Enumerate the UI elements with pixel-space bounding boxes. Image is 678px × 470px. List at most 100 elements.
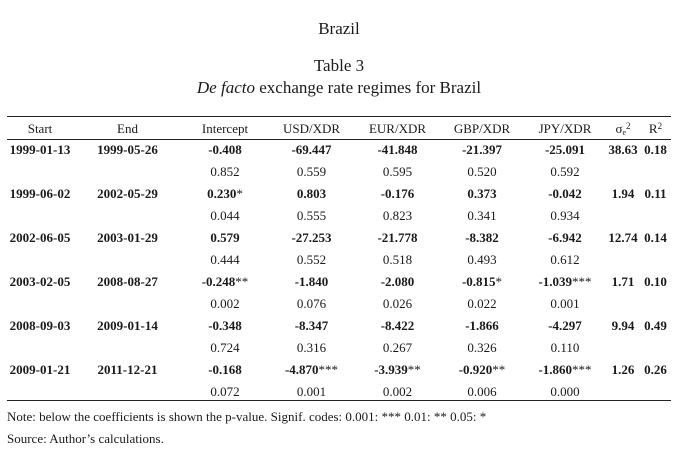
coef-value: -1.860 (538, 362, 573, 377)
coefficient-row: 2003-02-05 2008-08-27 -0.248** -1.840 -2.080… (7, 271, 671, 293)
header-sigma-squared: σe2 (615, 120, 631, 137)
p-value-row: 0.044 0.555 0.823 0.341 0.934 (7, 205, 671, 227)
coef-value: -25.091 (544, 142, 586, 157)
coef-value: -4.297 (548, 318, 582, 333)
table-note: Note: below the coefficients is shown th… (7, 409, 487, 424)
pvalue-gbp-xdr: 0.520 (467, 164, 497, 179)
pvalue-usd-xdr: 0.555 (296, 208, 327, 223)
pvalue-eur-xdr: 0.267 (382, 340, 413, 355)
pvalue-eur-xdr: 0.823 (382, 208, 413, 223)
sigma-squared-value: 1.26 (611, 362, 635, 377)
p-value-row: 0.724 0.316 0.267 0.326 0.110 (7, 337, 671, 359)
coef-value: -1.840 (294, 274, 329, 289)
empty-cell (73, 381, 182, 403)
coef-gbp-xdr: -21.397 (440, 139, 524, 161)
pvalue-usd-xdr: 0.001 (296, 384, 327, 399)
start-date: 2003-02-05 (9, 274, 71, 289)
empty-cell (640, 161, 671, 183)
empty-cell (7, 249, 73, 271)
r-squared-value: 0.14 (644, 230, 667, 245)
coefficient-row: 1999-01-13 1999-05-26 -0.408 -69.447 -41.848… (7, 139, 671, 161)
coef-value: -1.866 (465, 318, 499, 333)
coef-gbp-xdr: -8.382 (440, 227, 524, 249)
caption-italic: De facto (196, 78, 255, 97)
coef-value: -21.778 (377, 230, 418, 245)
coef-usd-xdr: -27.253 (268, 227, 355, 249)
significance-stars: *** (572, 362, 592, 377)
coef-gbp-xdr: -0.920** (440, 359, 524, 381)
sigma-squared-value: 1.94 (611, 186, 635, 201)
coef-value: -41.848 (377, 142, 418, 157)
start-date: 2009-01-21 (9, 362, 71, 377)
header-usd-xdr: USD/XDR (282, 120, 341, 136)
coef-value: -0.815 (461, 274, 496, 289)
pvalue-jpy-xdr: 0.000 (550, 384, 580, 399)
coef-value: -3.939 (374, 362, 408, 377)
pvalue-usd-xdr: 0.552 (296, 252, 327, 267)
coef-value: 0.803 (296, 186, 327, 201)
pvalue-intercept: 0.002 (210, 296, 240, 311)
sigma-squared-value: 9.94 (611, 318, 635, 333)
empty-cell (606, 381, 640, 403)
coef-jpy-xdr: -6.942 (524, 227, 606, 249)
pvalue-jpy-xdr: 0.001 (550, 296, 580, 311)
coef-value: -0.348 (208, 318, 242, 333)
pvalue-eur-xdr: 0.002 (382, 384, 413, 399)
empty-cell (7, 381, 73, 403)
end-date: 2008-08-27 (97, 274, 158, 289)
empty-cell (606, 337, 640, 359)
regimes-table: Start End Intercept USD/XDR EUR/XDR GBP/… (7, 118, 671, 403)
coef-value: -2.080 (380, 274, 415, 289)
header-intercept: Intercept (201, 120, 249, 136)
coef-intercept: -0.168 (182, 359, 268, 381)
empty-cell (7, 337, 73, 359)
pvalue-eur-xdr: 0.518 (382, 252, 413, 267)
pvalue-eur-xdr: 0.595 (382, 164, 413, 179)
significance-stars: *** (572, 274, 592, 289)
pvalue-gbp-xdr: 0.006 (467, 384, 497, 399)
significance-stars: ** (235, 274, 249, 289)
start-date: 2008-09-03 (9, 318, 71, 333)
empty-cell (640, 381, 671, 403)
empty-cell (606, 161, 640, 183)
coef-gbp-xdr: -1.866 (440, 315, 524, 337)
empty-cell (606, 293, 640, 315)
p-value-row: 0.072 0.001 0.002 0.006 0.000 (7, 381, 671, 403)
pvalue-jpy-xdr: 0.612 (550, 252, 580, 267)
significance-stars: * (236, 186, 243, 201)
significance-stars: * (495, 274, 503, 289)
empty-cell (73, 205, 182, 227)
end-date: 2009-01-14 (97, 318, 158, 333)
end-date: 2011-12-21 (97, 362, 158, 377)
coef-gbp-xdr: -0.815* (440, 271, 524, 293)
header-gbp-xdr: GBP/XDR (453, 120, 511, 136)
coef-value: -0.176 (380, 186, 415, 201)
table-source: Source: Author’s calculations. (7, 431, 164, 446)
coef-value: 0.579 (210, 230, 240, 245)
pvalue-usd-xdr: 0.559 (296, 164, 327, 179)
coef-value: -0.248 (201, 274, 236, 289)
coef-value: -21.397 (461, 142, 503, 157)
table-top-rule (7, 116, 671, 117)
r-squared-value: 0.18 (644, 142, 667, 157)
header-end: End (117, 120, 138, 136)
empty-cell (7, 161, 73, 183)
pvalue-gbp-xdr: 0.341 (467, 208, 497, 223)
significance-stars: ** (407, 362, 421, 377)
empty-cell (73, 249, 182, 271)
pvalue-intercept: 0.724 (210, 340, 240, 355)
header-start: Start (27, 120, 53, 136)
end-date: 2002-05-29 (97, 186, 158, 201)
coef-value: 0.230 (207, 186, 237, 201)
sigma-squared-value: 1.71 (611, 274, 635, 289)
coefficient-row: 2008-09-03 2009-01-14 -0.348 -8.347 -8.422 -1… (7, 315, 671, 337)
coef-intercept: 0.230* (182, 183, 268, 205)
empty-cell (606, 205, 640, 227)
table-caption: De facto exchange rate regimes for Brazi… (0, 78, 678, 98)
coef-value: 0.373 (467, 186, 497, 201)
coef-value: -69.447 (291, 142, 332, 157)
coef-intercept: -0.348 (182, 315, 268, 337)
header-r-squared: R2 (648, 120, 663, 136)
p-value-row: 0.002 0.076 0.026 0.022 0.001 (7, 293, 671, 315)
pvalue-jpy-xdr: 0.592 (550, 164, 580, 179)
